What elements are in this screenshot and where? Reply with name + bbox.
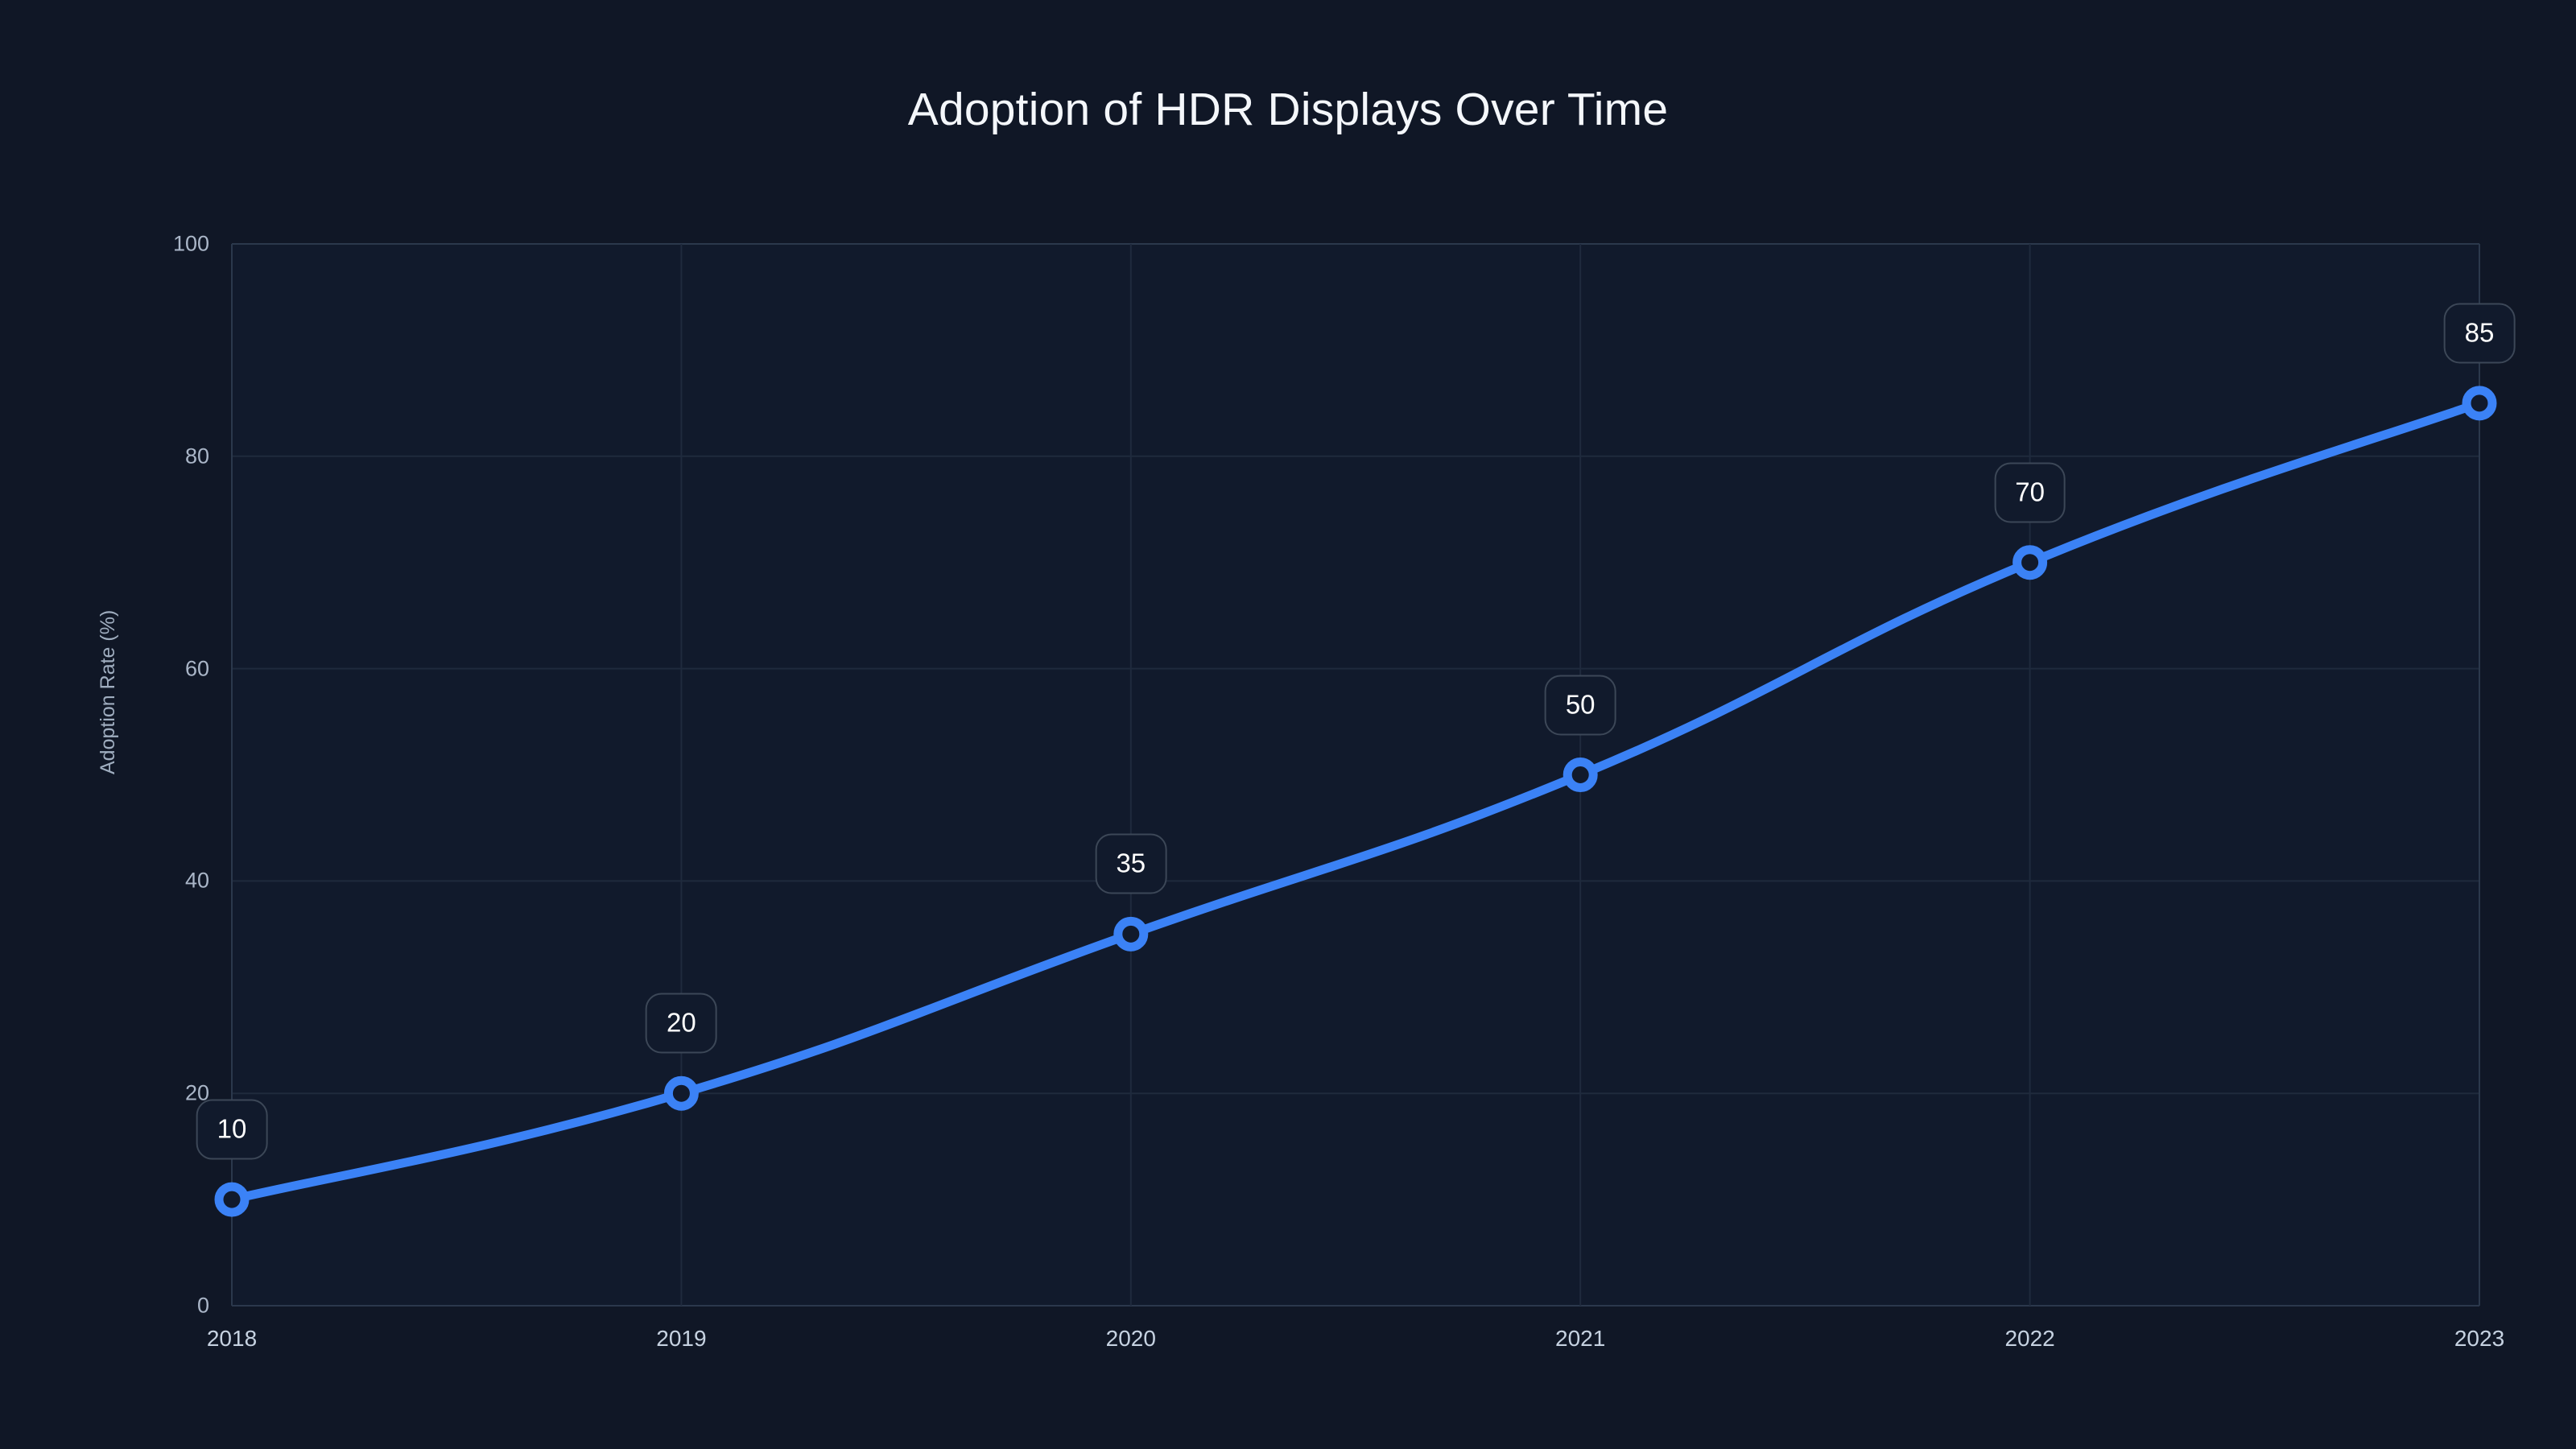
y-axis-tick-label: 40 [184,868,209,893]
y-axis-tick-label: 100 [172,231,209,256]
x-axis-tick-label: 2023 [2454,1326,2505,1351]
x-axis-tick-label: 2018 [206,1326,258,1351]
chart-title: Adoption of HDR Displays Over Time [907,84,1669,135]
data-point-value-badge: 20 [646,993,717,1054]
data-point-marker[interactable] [2462,386,2497,421]
x-axis-tick-label: 2022 [2004,1326,2055,1351]
y-axis-title: Adoption Rate (%) [97,609,119,774]
y-axis-tick-label: 60 [184,656,209,681]
y-axis-tick-label: 20 [184,1080,209,1105]
x-axis-tick-label: 2021 [1555,1326,1606,1351]
data-point-markers [214,386,2497,1217]
data-point-value-badge: 85 [2443,303,2516,364]
y-axis-tick-label: 0 [196,1293,209,1318]
data-point-value-badge: 35 [1095,833,1167,894]
data-point-value-badge: 10 [196,1099,268,1160]
data-point-marker[interactable] [2013,545,2048,580]
data-point-marker[interactable] [1563,758,1598,792]
data-point-marker[interactable] [663,1075,699,1111]
horizontal-gridlines [232,243,2479,1307]
x-axis-tick-label: 2020 [1105,1326,1156,1351]
adoption-rate-line [227,398,2484,1204]
y-axis-tick-label: 80 [184,444,209,469]
data-point-value-badge: 50 [1544,675,1616,735]
data-point-marker[interactable] [1113,916,1149,952]
data-point-value-badge: 70 [1994,462,2066,523]
x-axis-tick-label: 2019 [656,1326,707,1351]
data-point-marker[interactable] [214,1182,250,1217]
plot-area-background [232,244,2479,1306]
